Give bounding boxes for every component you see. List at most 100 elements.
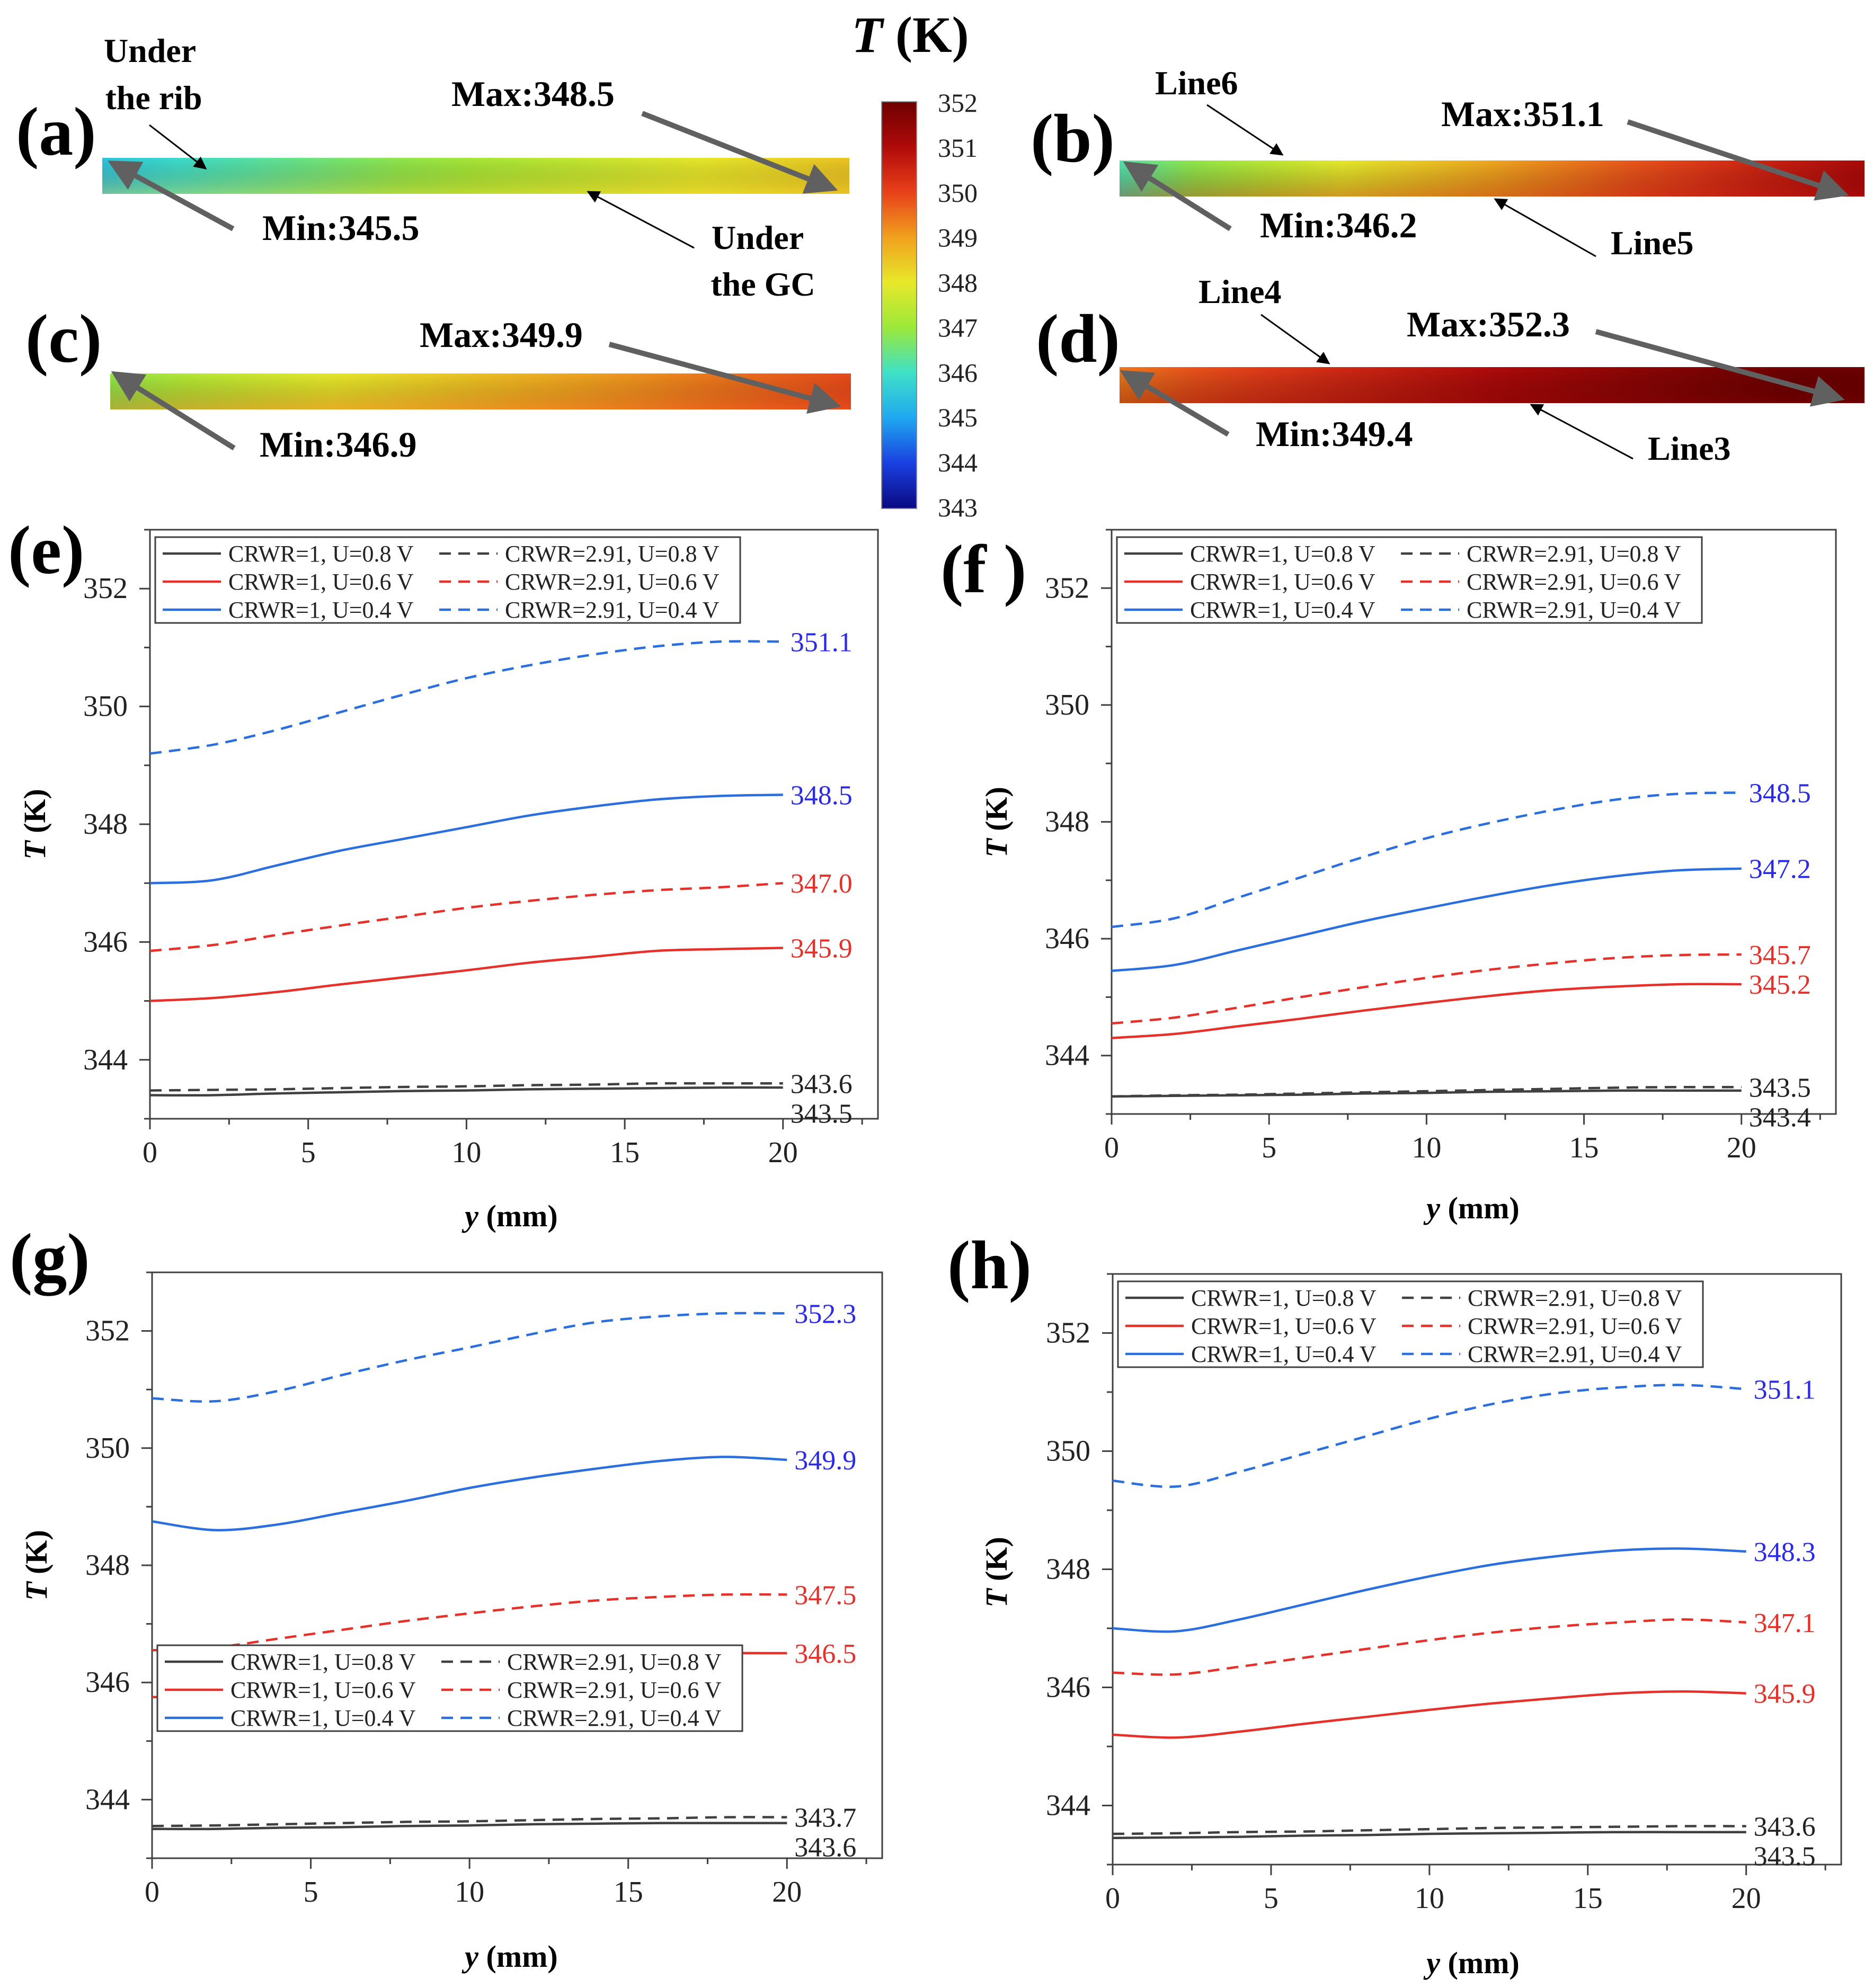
min-arrow: [111, 371, 236, 451]
panel-label: (c): [25, 301, 102, 377]
legend: CRWR=1, U=0.8 V CRWR=2.91, U=0.8 V CRWR=1,…: [156, 1644, 743, 1732]
series-end-label: 348.3: [1754, 1537, 1816, 1567]
series-line: [149, 1082, 783, 1092]
max-arrow: [641, 111, 838, 194]
legend-label: CRWR=2.91, U=0.6 V: [505, 569, 720, 595]
series-end-label: 343.5: [1749, 1073, 1811, 1103]
legend-label: CRWR=1, U=0.8 V: [1191, 1285, 1377, 1311]
y-axis-var: T: [979, 1588, 1014, 1608]
panel-label: (f ): [940, 531, 1026, 608]
x-axis-var: y: [461, 1199, 478, 1233]
rib-arrow: [149, 124, 207, 170]
colorbar-title-var: T: [851, 6, 884, 63]
series-end-label: 343.6: [1754, 1812, 1816, 1842]
x-tick-label: 0: [1104, 1131, 1119, 1164]
colorbar-tick-label: 350: [938, 178, 978, 208]
series-end-label: 345.2: [1749, 970, 1811, 1000]
x-tick-label: 0: [1105, 1882, 1120, 1915]
x-tick-label: 10: [1412, 1131, 1441, 1164]
colorbar-title-unit: (K): [883, 6, 969, 63]
series-end-label: 343.7: [794, 1803, 856, 1833]
annotation-note: Line4: [1199, 273, 1281, 310]
legend-label: CRWR=2.91, U=0.8 V: [1468, 1285, 1682, 1311]
legend-label: CRWR=1, U=0.6 V: [230, 1677, 416, 1703]
chart-panel: 0 5 10 15 20 344 346 348 350 352 y (mm) T (K) (h) 351…: [947, 1227, 1842, 1980]
chart-panel: 0 5 10 15 20 344 346 348 350 352 y (mm) T (K) (g) 352…: [10, 1220, 883, 1974]
colorbar-tick-label: 348: [938, 268, 978, 298]
y-tick-label: 352: [83, 572, 128, 605]
legend: CRWR=1, U=0.8 V CRWR=2.91, U=0.8 V CRWR=1,…: [154, 536, 741, 624]
colorbar-tick-label: 344: [938, 448, 978, 477]
legend-label: CRWR=2.91, U=0.4 V: [507, 1705, 722, 1731]
gc-arrow: [587, 191, 695, 249]
x-axis-unit: (mm): [1440, 1946, 1520, 1980]
series-end-label: 343.5: [791, 1099, 853, 1129]
y-tick-label: 350: [85, 1432, 130, 1465]
colorbar-title: T (K): [851, 6, 969, 63]
series-end-label: 346.5: [794, 1639, 856, 1669]
x-tick-label: 15: [614, 1876, 643, 1909]
x-tick-label: 0: [143, 1136, 157, 1169]
x-tick-label: 5: [304, 1876, 318, 1909]
x-tick-label: 10: [1415, 1882, 1444, 1915]
panel-label: (h): [947, 1227, 1032, 1304]
line5-arrow: [1494, 198, 1596, 257]
series-end-label: 351.1: [791, 627, 853, 657]
colorbar: T (K) 352 351 350 349 348 347 346 345 344 343: [851, 6, 978, 522]
y-axis-var: T: [17, 840, 52, 860]
series-line: [1111, 1085, 1742, 1098]
legend-label: CRWR=1, U=0.4 V: [1190, 597, 1375, 623]
series-line: [152, 1593, 787, 1652]
y-axis-title: T (K): [979, 1537, 1014, 1608]
series-line: [1111, 953, 1742, 1025]
contour-strip-shading: [1120, 161, 1865, 197]
y-axis-title: T (K): [19, 1530, 54, 1601]
y-tick-label: 352: [1046, 1317, 1090, 1350]
legend-label: CRWR=1, U=0.6 V: [1191, 1313, 1377, 1339]
min-label: Min:346.2: [1260, 205, 1417, 245]
y-tick-label: 350: [83, 690, 128, 723]
x-tick-label: 5: [301, 1136, 316, 1169]
y-tick-label: 344: [1046, 1789, 1090, 1822]
legend-label: CRWR=2.91, U=0.8 V: [505, 541, 720, 567]
x-axis-unit: (mm): [1440, 1191, 1520, 1225]
contour-strip-shading: [102, 158, 849, 194]
y-axis-unit: (K): [979, 1537, 1014, 1589]
x-tick-label: 20: [1732, 1882, 1761, 1915]
series-line: [149, 947, 783, 1002]
y-tick-label: 350: [1046, 1435, 1090, 1468]
min-label: Min:346.9: [260, 424, 417, 465]
panel-label: (e): [8, 512, 84, 589]
series-line: [152, 1312, 787, 1403]
y-tick-label: 344: [85, 1783, 130, 1816]
colorbar-tick-label: 349: [938, 223, 978, 253]
annotation-note: Under: [104, 32, 196, 69]
series-line: [1111, 791, 1742, 929]
x-tick-label: 20: [768, 1136, 798, 1169]
legend-label: CRWR=1, U=0.6 V: [1190, 569, 1375, 595]
plot-frame: [151, 1271, 883, 1859]
legend-label: CRWR=2.91, U=0.6 V: [1468, 1313, 1682, 1339]
max-arrow: [1627, 119, 1849, 201]
series-line: [1112, 1690, 1746, 1739]
y-axis-unit: (K): [17, 789, 52, 841]
x-axis-title: y (mm): [1423, 1946, 1520, 1980]
series-line: [1112, 1618, 1746, 1676]
x-tick-label: 15: [1573, 1882, 1603, 1915]
series-line: [1112, 1831, 1746, 1840]
panel-label: (b): [1031, 101, 1115, 177]
legend-label: CRWR=1, U=0.8 V: [228, 541, 414, 567]
legend-label: CRWR=1, U=0.4 V: [230, 1705, 416, 1731]
colorbar-tick-label: 352: [938, 88, 978, 118]
line4-arrow: [1260, 314, 1330, 364]
series-end-label: 343.4: [1749, 1102, 1811, 1133]
colorbar-tick-label: 346: [938, 358, 978, 387]
colorbar-tick-label: 343: [938, 493, 978, 522]
legend-label: CRWR=1, U=0.6 V: [228, 569, 414, 595]
legend-label: CRWR=2.91, U=0.8 V: [507, 1649, 722, 1675]
max-label: Max:352.3: [1407, 304, 1570, 344]
chart-panel: 0 5 10 15 20 344 346 348 350 352 y (mm) T (K) (f ) 34…: [940, 529, 1837, 1225]
chart-panel: 0 5 10 15 20 344 346 348 350 352 y (mm) T (K) (e) 351…: [8, 512, 879, 1233]
legend-label: CRWR=1, U=0.4 V: [228, 597, 414, 623]
